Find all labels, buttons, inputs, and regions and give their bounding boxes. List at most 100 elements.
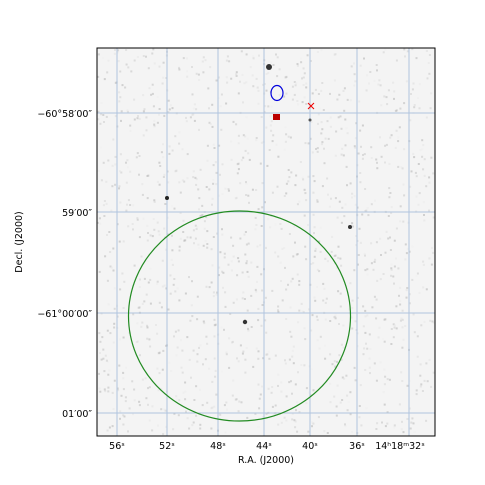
noise-pixel [145, 397, 148, 400]
noise-pixel [138, 117, 141, 120]
noise-pixel [131, 380, 134, 383]
noise-pixel [104, 390, 107, 393]
noise-pixel [220, 326, 223, 329]
noise-pixel [118, 91, 121, 94]
noise-pixel [297, 321, 300, 324]
noise-pixel [425, 50, 428, 52]
noise-pixel [319, 226, 322, 229]
noise-pixel [425, 419, 428, 422]
noise-pixel [98, 387, 101, 390]
noise-pixel [317, 113, 320, 116]
noise-pixel [118, 364, 121, 367]
noise-pixel [270, 129, 273, 132]
noise-pixel [280, 421, 283, 424]
noise-pixel [323, 430, 326, 433]
noise-pixel [256, 280, 258, 283]
source [242, 319, 248, 325]
noise-pixel [238, 400, 241, 403]
x-tick-label: 48ˢ [210, 441, 226, 452]
noise-pixel [246, 270, 249, 273]
noise-pixel [156, 332, 159, 335]
noise-pixel [339, 292, 342, 295]
noise-pixel [374, 258, 377, 261]
noise-pixel [368, 333, 371, 336]
noise-pixel [202, 71, 205, 74]
noise-pixel [156, 280, 159, 283]
noise-pixel [225, 102, 228, 105]
noise-pixel [307, 430, 310, 433]
noise-pixel [293, 419, 296, 422]
noise-pixel [125, 161, 127, 164]
noise-pixel [432, 371, 435, 374]
noise-pixel [419, 363, 422, 366]
noise-pixel [322, 299, 325, 302]
noise-pixel [377, 83, 380, 86]
noise-pixel [225, 351, 228, 354]
noise-pixel [329, 401, 332, 404]
noise-pixel [305, 199, 308, 202]
noise-pixel [301, 77, 303, 80]
noise-pixel [366, 314, 369, 317]
noise-pixel [422, 263, 425, 266]
noise-pixel [359, 64, 362, 67]
noise-pixel [293, 93, 296, 96]
noise-pixel [366, 347, 369, 350]
noise-pixel [411, 48, 414, 51]
noise-pixel [117, 389, 120, 392]
noise-pixel [288, 233, 291, 235]
noise-pixel [345, 374, 348, 377]
noise-pixel [411, 278, 414, 281]
noise-pixel [398, 294, 400, 297]
noise-pixel [432, 251, 435, 254]
noise-pixel [280, 227, 283, 230]
noise-pixel [133, 98, 136, 101]
noise-pixel [423, 174, 426, 177]
noise-pixel [202, 244, 205, 247]
noise-pixel [185, 57, 188, 60]
noise-pixel [301, 309, 304, 312]
noise-pixel [329, 116, 332, 119]
noise-pixel [401, 318, 404, 321]
noise-pixel [149, 345, 152, 348]
noise-pixel [226, 55, 229, 58]
noise-pixel [339, 257, 342, 260]
noise-pixel [393, 97, 395, 100]
noise-pixel [267, 350, 270, 353]
noise-pixel [318, 240, 321, 243]
noise-pixel [143, 277, 146, 280]
noise-pixel [212, 291, 215, 294]
noise-pixel [257, 350, 260, 353]
noise-pixel [341, 206, 344, 209]
noise-pixel [198, 346, 200, 349]
noise-pixel [346, 98, 349, 101]
noise-pixel [399, 319, 402, 322]
noise-pixel [303, 364, 306, 367]
noise-pixel [384, 375, 387, 378]
noise-pixel [230, 77, 233, 80]
noise-pixel [244, 253, 247, 256]
noise-pixel [176, 346, 179, 349]
noise-pixel [235, 73, 238, 76]
noise-pixel [323, 147, 325, 150]
noise-pixel [277, 255, 280, 258]
noise-pixel [166, 216, 169, 219]
noise-pixel [113, 287, 116, 290]
noise-pixel [215, 393, 218, 396]
noise-pixel [214, 375, 217, 378]
noise-pixel [217, 96, 220, 99]
noise-pixel [124, 400, 127, 403]
noise-pixel [228, 337, 231, 340]
noise-pixel [122, 336, 125, 339]
noise-pixel [305, 82, 308, 85]
noise-pixel [278, 94, 281, 97]
noise-pixel [365, 89, 368, 92]
noise-pixel [320, 89, 323, 92]
noise-pixel [113, 307, 116, 310]
noise-pixel [193, 103, 196, 106]
noise-pixel [244, 135, 247, 138]
noise-pixel [330, 197, 332, 200]
noise-pixel [417, 96, 419, 99]
noise-pixel [107, 373, 110, 376]
noise-pixel [283, 247, 286, 249]
noise-pixel [368, 82, 370, 85]
